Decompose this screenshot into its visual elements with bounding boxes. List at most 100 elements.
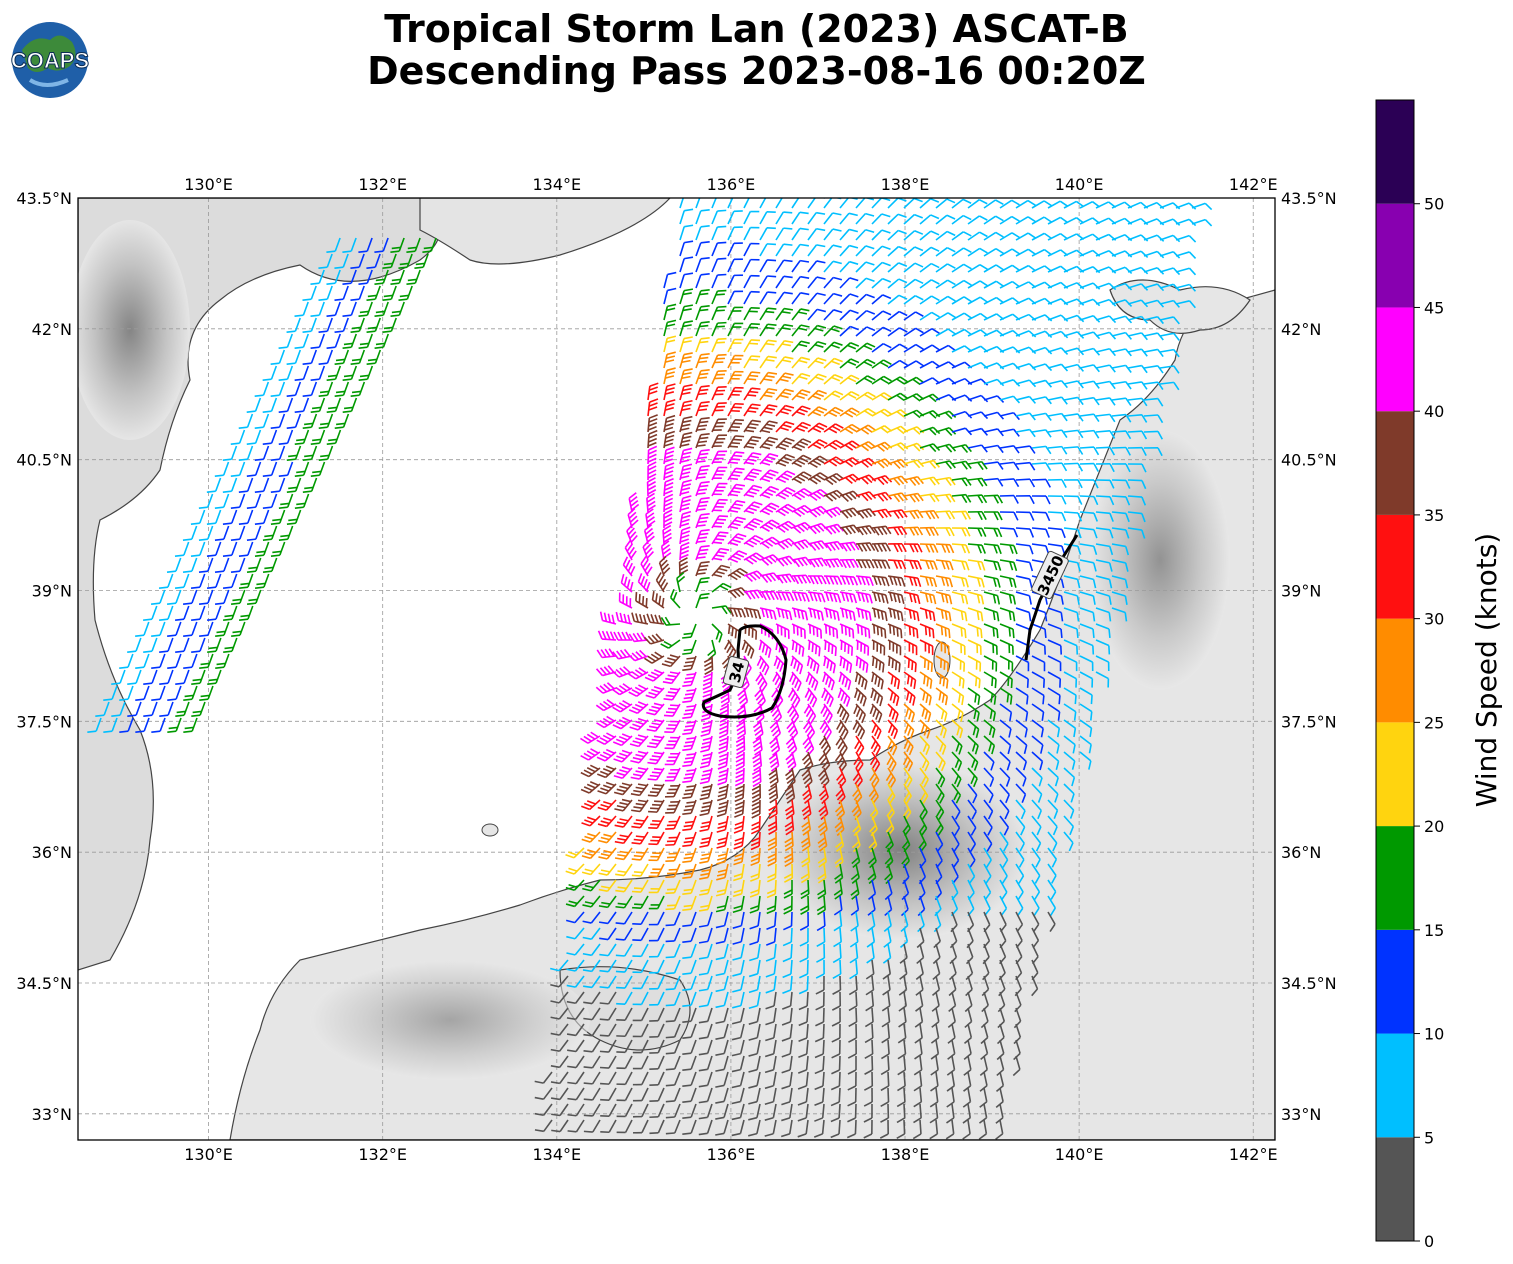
wind-barb (1095, 380, 1116, 390)
wind-barb (759, 210, 776, 225)
wind-barb (871, 294, 892, 305)
wind-barb (658, 555, 671, 577)
wind-barb (1175, 300, 1196, 309)
wind-barb (967, 623, 983, 639)
wind-barb (1143, 267, 1165, 275)
wind-barb (663, 287, 677, 305)
wind-barb (1079, 527, 1098, 539)
wind-barb (759, 355, 777, 369)
colorbar-tick-label: 15 (1424, 921, 1444, 940)
wind-barb (743, 198, 752, 209)
wind-barb (1047, 445, 1068, 455)
wind-barb (1063, 429, 1084, 439)
wind-barb (1127, 381, 1148, 390)
wind-barb (682, 639, 697, 655)
wind-barb (620, 573, 634, 593)
wind-barb (1079, 495, 1099, 506)
wind-barb (935, 493, 956, 503)
wind-barb (758, 639, 772, 658)
wind-barb (871, 458, 893, 469)
wind-barb (871, 326, 892, 337)
wind-barb (1047, 527, 1066, 539)
wind-barb (1063, 591, 1080, 605)
colorbar-tick-label: 0 (1424, 1232, 1434, 1251)
wind-barb (807, 357, 827, 369)
wind-barb (775, 437, 795, 451)
wind-barb (1111, 380, 1132, 390)
wind-barb (791, 275, 810, 289)
lon-tick-label: 136°E (707, 175, 756, 194)
colorbar-bin (1376, 203, 1414, 308)
wind-barb (919, 426, 941, 436)
wind-barb (839, 623, 855, 639)
wind-barb (1143, 447, 1163, 457)
wind-barb (1191, 202, 1213, 211)
wind-barb (983, 559, 1002, 571)
wind-barb (759, 387, 778, 401)
wind-barb (759, 323, 777, 337)
wind-barb (839, 639, 854, 656)
wind-barb (743, 534, 764, 548)
wind-barb (743, 306, 760, 321)
wind-barb (645, 508, 656, 529)
wind-barb (839, 341, 860, 353)
wind-barb (791, 574, 812, 585)
wind-barb (1079, 314, 1101, 323)
wind-barb (967, 460, 988, 471)
wind-barb (871, 392, 892, 401)
colorbar-bin (1376, 307, 1414, 412)
wind-barb (1047, 412, 1068, 422)
wind-barb (1015, 199, 1036, 209)
wind-barb (1111, 463, 1131, 473)
wind-barb (1047, 639, 1063, 655)
wind-barb (759, 485, 780, 499)
wind-barb (791, 556, 812, 568)
wind-barb (727, 607, 747, 618)
wind-barb (1111, 446, 1131, 456)
wind-barb (807, 575, 827, 585)
wind-barb (807, 607, 824, 621)
wind-barb (695, 321, 710, 337)
wind-barb (663, 303, 677, 321)
wind-barb (759, 420, 778, 434)
wind-barb (791, 340, 810, 353)
wind-barb (935, 575, 954, 588)
wind-barb (759, 243, 776, 257)
wind-barb (951, 247, 972, 257)
wind-barb (663, 414, 676, 433)
wind-barb (807, 422, 828, 433)
wind-barb (1095, 639, 1111, 655)
colorbar-tick-label: 25 (1424, 713, 1444, 732)
wind-barb (1079, 639, 1095, 655)
lat-tick-label: 37.5°N (16, 712, 72, 731)
wind-barb (679, 304, 694, 321)
lat-tick-label: 42°N (1281, 320, 1321, 339)
wind-barb (1127, 463, 1147, 473)
japan-honshu (229, 289, 1275, 1140)
wind-barb (1095, 511, 1114, 522)
wind-barb (679, 336, 693, 353)
wind-barb (919, 311, 940, 321)
highland-4 (310, 960, 590, 1080)
wind-barb (887, 458, 909, 469)
wind-barb (1063, 200, 1085, 209)
wind-barb (743, 371, 761, 385)
wind-barb (823, 591, 842, 603)
wind-barb (1095, 607, 1112, 622)
wind-barb (695, 209, 710, 225)
wind-barb (711, 402, 727, 417)
wind-barb (1063, 639, 1079, 655)
wind-barb (663, 446, 675, 465)
wind-barb (711, 305, 727, 321)
wind-barb (887, 310, 908, 321)
wind-barb (935, 344, 957, 353)
wind-barb (1031, 527, 1050, 538)
wind-barb (1111, 591, 1128, 605)
wind-barb (1111, 430, 1132, 440)
wind-barb (1143, 218, 1165, 226)
wind-barb (711, 450, 728, 465)
wind-barb (759, 275, 777, 289)
wind-barb (855, 277, 875, 289)
wind-barb (1095, 623, 1111, 639)
wind-barb (679, 352, 693, 369)
